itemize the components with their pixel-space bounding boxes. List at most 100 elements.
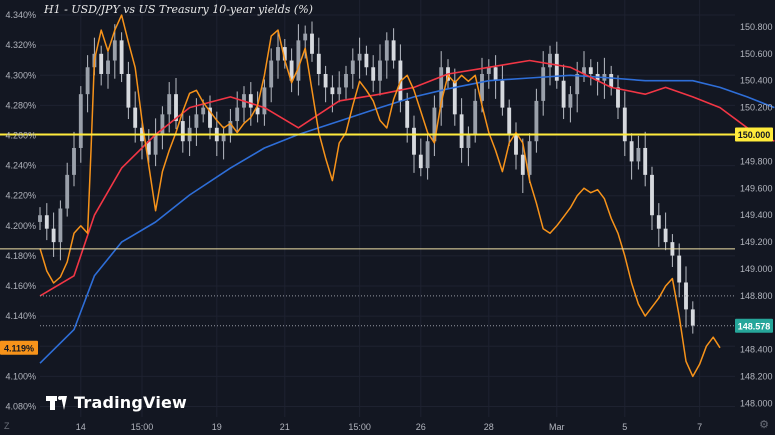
candle-body	[85, 67, 90, 95]
right-axis-tick-label: 150.800	[740, 22, 773, 32]
moving-average-short-line	[39, 59, 775, 297]
candle-body	[432, 107, 437, 142]
candle-body	[248, 94, 253, 108]
level-badge-bg	[735, 127, 773, 142]
candle-body	[663, 228, 668, 243]
tradingview-watermark: TradingView	[46, 393, 187, 412]
candle-body	[174, 94, 178, 122]
right-axis-tick-label: 150.200	[740, 103, 773, 113]
left-axis-tick-label: 4.200%	[5, 221, 36, 231]
left-axis-tick-label: 4.280%	[5, 100, 36, 110]
candle-body	[575, 73, 580, 95]
candle-body	[262, 87, 267, 115]
candle-body	[650, 174, 654, 216]
candle-body	[228, 121, 233, 135]
candle-body	[622, 107, 627, 142]
right-axis-tick-label: 150.400	[740, 76, 773, 86]
candle-body	[350, 60, 355, 74]
candle-body	[65, 174, 70, 209]
candle-body	[466, 134, 471, 148]
x-axis-tick-label: 19	[212, 422, 222, 432]
last-price-badge-bg	[735, 318, 773, 333]
candle-body	[289, 60, 294, 81]
candle-body	[507, 107, 512, 135]
candle-body	[153, 134, 158, 155]
left-axis-tick-label: 4.340%	[5, 10, 36, 20]
candle-body	[364, 53, 369, 68]
zoom-button[interactable]: Z	[4, 421, 10, 431]
gear-icon[interactable]: ⚙	[759, 419, 769, 431]
candle-body	[554, 53, 559, 81]
candle-body	[201, 107, 206, 115]
candle-body	[323, 73, 328, 88]
x-axis-tick-label: 28	[484, 422, 494, 432]
x-axis-tick-label: 21	[280, 422, 290, 432]
left-axis-tick-label: 4.100%	[5, 371, 36, 381]
chart-title: H1 - USD/JPY vs US Treasury 10-year yiel…	[44, 3, 313, 16]
candle-body	[677, 255, 682, 283]
x-axis-tick-label: 14	[76, 422, 86, 432]
candle-body	[616, 87, 620, 108]
candle-body	[44, 215, 49, 229]
left-axis-tick-label: 4.320%	[5, 40, 36, 50]
candle-body	[51, 228, 56, 243]
candle-body	[72, 147, 76, 175]
candle-body	[38, 215, 42, 222]
left-axis-tick-label: 4.180%	[5, 251, 36, 261]
candle-body	[296, 40, 301, 81]
candle-body	[541, 67, 546, 101]
right-axis-tick-label: 148.000	[740, 399, 773, 409]
candle-body	[330, 87, 335, 95]
x-axis-tick-label: 7	[697, 422, 702, 432]
candle-body	[255, 107, 260, 115]
candle-body	[548, 53, 552, 68]
candle-body	[106, 60, 110, 74]
candle-body	[221, 134, 226, 142]
candle-body	[412, 127, 416, 155]
candle-body	[486, 67, 491, 74]
candle-body	[568, 94, 573, 108]
candle-body	[439, 67, 444, 108]
candle-body	[126, 73, 131, 108]
left-axis-tick-label: 4.220%	[5, 191, 36, 201]
candle-body	[78, 94, 83, 148]
candle-body	[514, 134, 518, 155]
candle-body	[643, 147, 648, 175]
tradingview-logo-icon	[46, 395, 68, 410]
left-axis-tick-label: 4.160%	[5, 281, 36, 291]
x-axis-tick-label: 5	[622, 422, 627, 432]
candle-body	[160, 114, 165, 135]
candle-body	[303, 33, 308, 41]
last-yield-badge: 4.119%	[4, 343, 34, 353]
last-yield-badge-bg	[0, 340, 38, 355]
left-axis-tick-label: 4.080%	[5, 401, 36, 411]
treasury-yield-line	[39, 14, 721, 378]
candle-body	[690, 309, 695, 326]
candle-body	[588, 67, 593, 74]
candle-body	[636, 147, 641, 162]
candle-body	[208, 107, 212, 128]
candle-body	[235, 107, 240, 122]
candle-body	[194, 114, 199, 128]
candle-body	[310, 33, 314, 54]
left-axis-tick-label: 4.140%	[5, 311, 36, 321]
candle-body	[520, 154, 525, 175]
candle-body	[561, 80, 566, 108]
last-price-badge: 148.578	[738, 321, 771, 331]
candle-body	[371, 67, 376, 81]
candle-body	[384, 40, 389, 61]
candle-body	[418, 154, 423, 169]
candle-body	[357, 53, 362, 61]
candle-body	[282, 47, 287, 61]
right-axis-tick-label: 148.800	[740, 291, 773, 301]
left-axis-tick-label: 4.300%	[5, 70, 36, 80]
right-axis-tick-label: 149.200	[740, 237, 773, 247]
candle-body	[629, 141, 634, 162]
right-axis-tick-label: 149.400	[740, 210, 773, 220]
candle-body	[99, 53, 104, 74]
x-axis-tick-label: Mar	[549, 422, 565, 432]
right-axis-tick-label: 149.000	[740, 264, 773, 274]
right-axis-tick-label: 148.200	[740, 372, 773, 382]
candle-body	[534, 100, 539, 142]
